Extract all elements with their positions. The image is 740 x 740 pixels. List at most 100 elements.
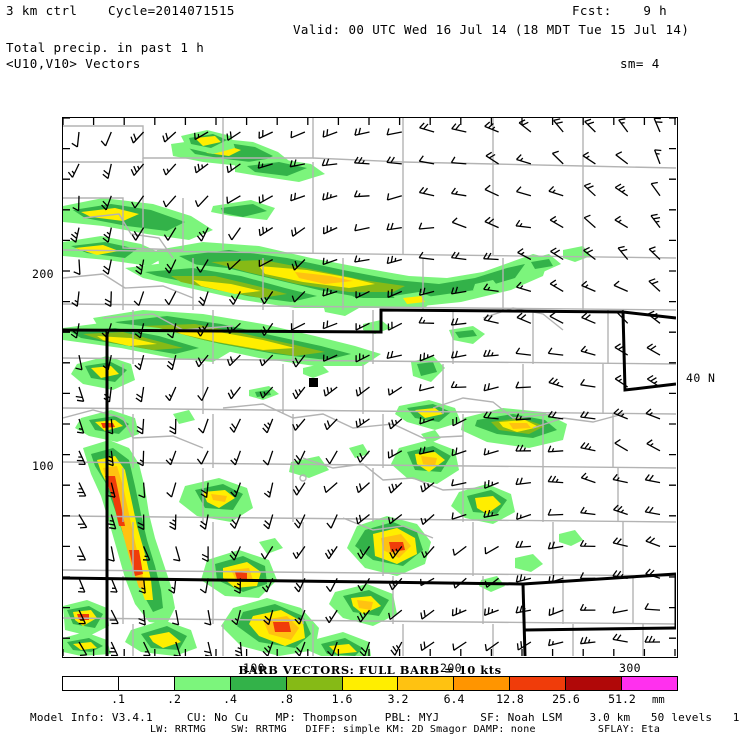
wind-barb: [196, 227, 209, 242]
colorbar-tick-.2: .2: [167, 692, 181, 706]
wind-barb: [168, 578, 177, 594]
wind-barb: [258, 226, 274, 237]
wind-barb: [579, 539, 596, 548]
wind-barb: [107, 546, 115, 562]
wind-barb: [162, 131, 177, 143]
colorbar-swatch-1: [118, 677, 175, 690]
wind-barb: [483, 448, 499, 456]
wind-barb: [262, 450, 274, 466]
wind-barb: [131, 195, 145, 209]
wind-barb: [292, 482, 306, 496]
wind-barb: [201, 546, 209, 562]
wind-barb: [547, 445, 564, 453]
wind-barb: [650, 213, 661, 228]
wind-barb: [418, 155, 435, 165]
wind-barb: [196, 322, 209, 337]
wind-barb: [516, 641, 532, 651]
colorbar-tick-.8: .8: [279, 692, 293, 706]
wind-barb: [484, 184, 499, 197]
precip-cell-sc-6: [221, 598, 319, 656]
wind-barb: [293, 450, 306, 465]
wind-barb: [583, 182, 596, 197]
wind-barb: [355, 290, 370, 299]
wind-barb: [354, 255, 370, 263]
wind-barb: [357, 546, 371, 560]
wind-barb: [645, 408, 661, 420]
wind-barb: [483, 411, 499, 420]
wind-barb: [138, 482, 146, 499]
colorbar-swatch-9: [566, 677, 623, 690]
wind-barb: [77, 418, 85, 434]
precip-cell-east-central-2: [395, 400, 461, 430]
wind-barb: [354, 224, 370, 232]
precip-colorbar[interactable]: [62, 676, 678, 691]
wind-barb: [226, 259, 241, 271]
wind-barb: [263, 609, 274, 626]
x-tick-label-100: 100: [243, 661, 265, 675]
wind-barb: [581, 280, 596, 292]
wind-barb: [103, 386, 112, 403]
wind-barb: [386, 193, 402, 201]
colorbar-swatch-2: [174, 677, 231, 690]
wind-barb: [452, 417, 467, 427]
wind-barb: [327, 641, 338, 656]
wind-barb: [195, 354, 209, 368]
precip-cell-east-central: [461, 408, 567, 448]
wind-barb: [647, 310, 661, 324]
precipitation-map[interactable]: [62, 117, 678, 658]
wind-barb: [227, 386, 241, 400]
map-canvas: [63, 118, 676, 656]
wind-barb: [231, 609, 242, 626]
wind-barb: [583, 214, 596, 229]
wind-barb: [322, 354, 338, 362]
colorbar-tick-12.8: 12.8: [496, 692, 524, 706]
wind-barb: [612, 537, 628, 548]
wind-barb: [515, 347, 531, 356]
wind-barb: [134, 323, 145, 339]
wind-barb: [515, 444, 531, 452]
wind-barb: [386, 222, 402, 231]
wind-barb: [614, 374, 629, 388]
precip-cell-sc-7: [329, 584, 397, 626]
wind-barb: [166, 323, 177, 339]
wind-barb: [388, 482, 403, 494]
wind-barb: [515, 605, 532, 614]
wind-barb: [420, 577, 435, 587]
wind-barb: [323, 418, 338, 431]
wind-barb: [321, 158, 338, 167]
wind-barb: [644, 506, 661, 516]
wind-barb: [418, 446, 435, 455]
wind-barb: [548, 574, 564, 584]
wind-barb: [515, 574, 532, 583]
wind-barb: [547, 475, 564, 484]
precip-cell-sc-3: [451, 484, 515, 524]
wind-barb: [646, 343, 661, 356]
wind-barb: [580, 411, 596, 420]
wind-barb: [553, 118, 564, 133]
wind-barb: [483, 252, 499, 261]
wind-barb: [353, 190, 370, 198]
model-label: 3 km ctrl: [6, 3, 78, 18]
wind-barb: [130, 163, 145, 176]
wind-barb: [356, 450, 371, 463]
wind-barb: [78, 578, 86, 593]
wind-barb: [613, 280, 628, 292]
wind-barb: [387, 449, 403, 459]
wind-barb: [483, 607, 499, 617]
wind-barb: [548, 607, 564, 617]
wind-barb: [516, 281, 532, 293]
wind-barb: [612, 473, 628, 484]
wind-barb: [135, 259, 145, 275]
precip-cells-central: [249, 292, 485, 400]
wind-barb: [644, 602, 661, 611]
wind-barb: [294, 578, 306, 593]
wind-barb: [579, 603, 596, 611]
wind-barb: [653, 149, 662, 165]
wind-barb: [197, 386, 209, 402]
wind-barb: [131, 227, 145, 241]
station-marker[interactable]: [309, 378, 318, 387]
x-tick-label-200: 200: [440, 661, 462, 675]
colorbar-swatch-6: [398, 677, 455, 690]
wind-barb: [290, 322, 306, 331]
wind-barb: [133, 291, 145, 307]
